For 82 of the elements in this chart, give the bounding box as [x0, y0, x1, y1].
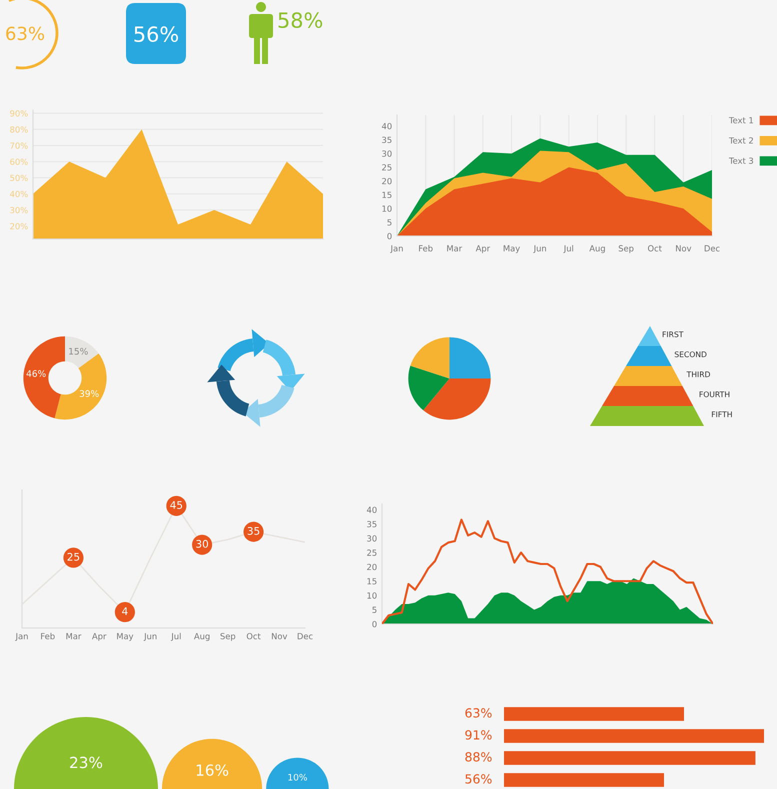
y-tick-label: 0: [372, 620, 377, 628]
text: 58%: [278, 12, 322, 28]
x-tick-label: Sep: [618, 245, 634, 254]
y-tick-label: 20%: [10, 223, 28, 230]
bar: [504, 773, 664, 787]
y-tick-label: 40%: [10, 190, 28, 198]
data-label: 91%: [465, 730, 492, 740]
x-tick-label: Jun: [144, 633, 156, 641]
x-tick-label: May: [504, 245, 520, 254]
data-label: 15%: [69, 348, 88, 355]
data-label: 35: [248, 526, 260, 535]
data-label: 4: [122, 607, 128, 615]
x-tick-label: Dec: [298, 633, 313, 640]
x-tick-label: Jan: [15, 633, 28, 641]
y-tick-label: 50%: [10, 174, 28, 182]
x-tick-label: Dec: [704, 245, 720, 252]
x-tick-label: Aug: [194, 633, 210, 641]
legend-label: Text 3: [728, 158, 754, 164]
pie-slice: [410, 337, 450, 378]
x-tick-label: Mar: [447, 245, 462, 252]
y-tick-label: 35: [367, 520, 376, 528]
x-tick-label: Jul: [170, 632, 181, 641]
data-label: 39%: [80, 390, 99, 397]
data-label: 56%: [465, 774, 492, 784]
bar: [504, 729, 764, 743]
bar: [504, 751, 756, 765]
x-tick-label: Jan: [390, 245, 403, 254]
y-tick-label: 40: [382, 122, 392, 130]
y-tick-label: 10: [382, 205, 392, 212]
donut-slice: [23, 336, 65, 418]
x-tick-label: Mar: [66, 633, 82, 640]
y-tick-label: 30: [367, 535, 377, 542]
legend-label: Text 1: [728, 117, 753, 124]
x-tick-label: May: [117, 633, 134, 641]
data-label: 45: [170, 501, 182, 509]
x-tick-label: Jun: [533, 245, 546, 254]
y-tick-label: 25: [382, 164, 392, 171]
x-tick-label: Apr: [476, 245, 490, 254]
legend-label: Text 2: [728, 137, 753, 144]
x-tick-label: Oct: [246, 633, 261, 640]
donut-slice: [65, 336, 99, 368]
y-tick-label: 15: [367, 578, 376, 584]
data-label: 16%: [196, 764, 228, 776]
y-tick-label: 40: [366, 506, 377, 513]
y-tick-label: 15: [382, 192, 392, 198]
data-label: 10%: [288, 774, 307, 781]
pie-slice: [450, 337, 491, 378]
x-tick-label: Nov: [676, 245, 692, 252]
y-tick-label: 90%: [10, 110, 28, 117]
y-tick-label: 70%: [10, 142, 28, 149]
y-tick-label: 5: [387, 219, 392, 226]
text: 63%: [6, 26, 44, 40]
y-tick-label: 10: [367, 592, 377, 599]
x-tick-label: Apr: [92, 633, 106, 641]
x-tick-label: Feb: [41, 632, 55, 640]
y-tick-label: 5: [372, 606, 376, 613]
y-tick-label: 20: [367, 564, 377, 570]
data-label: 88%: [465, 752, 492, 762]
data-label: 63%: [465, 708, 492, 718]
pie-slice: [408, 366, 450, 410]
y-tick-label: 35: [382, 136, 392, 144]
y-tick-label: 0: [387, 232, 392, 240]
pie-slice: [423, 378, 491, 420]
text: 56%: [134, 26, 178, 42]
x-tick-label: Jul: [563, 245, 574, 254]
donut-slice: [54, 354, 107, 420]
y-tick-label: 60%: [10, 158, 28, 165]
x-tick-label: Feb: [419, 245, 433, 252]
bar: [504, 707, 684, 721]
data-label: 23%: [70, 756, 102, 768]
y-tick-label: 20: [382, 178, 392, 184]
x-tick-label: Aug: [589, 245, 605, 254]
x-tick-label: Sep: [220, 633, 236, 641]
data-label: 46%: [26, 370, 46, 377]
data-label: 30: [196, 540, 208, 548]
y-tick-label: 30: [382, 150, 392, 157]
x-tick-label: Oct: [648, 245, 662, 252]
data-label: 25: [68, 552, 80, 561]
y-tick-label: 80%: [10, 126, 28, 133]
x-tick-label: Nov: [272, 633, 288, 640]
y-tick-label: 25: [367, 550, 376, 556]
y-tick-label: 30%: [10, 206, 28, 214]
